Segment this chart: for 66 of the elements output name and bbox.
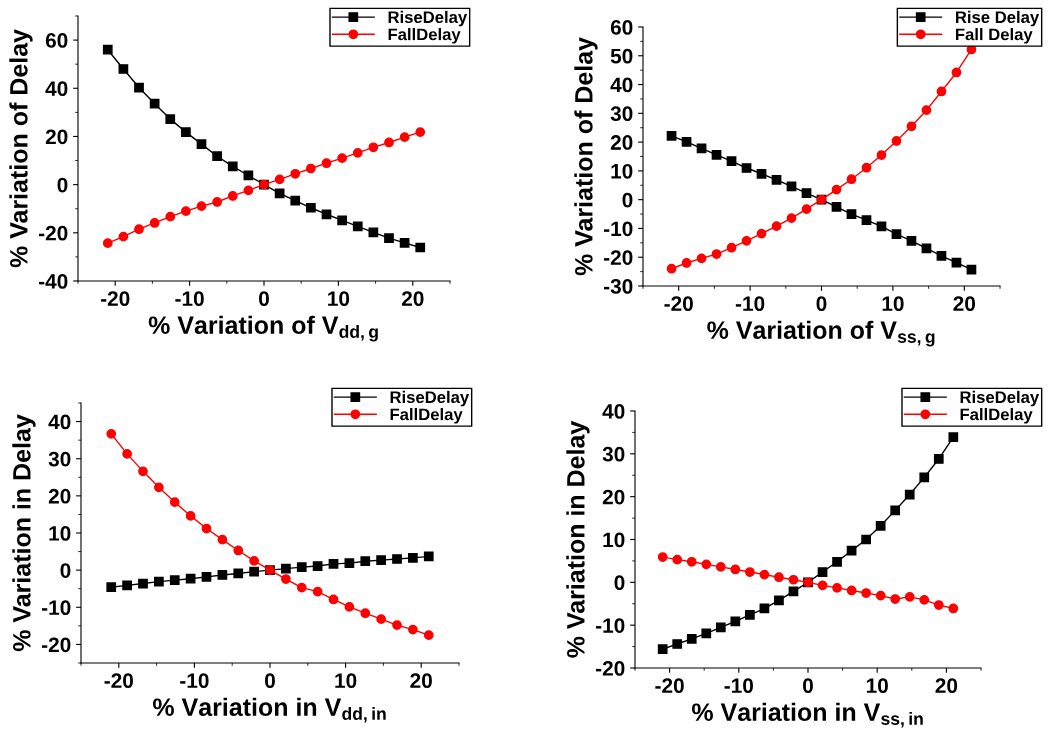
legend-label: FallDelay <box>960 408 1033 424</box>
x-tick-label: 10 <box>335 673 357 689</box>
y-tick-label: 0 <box>60 563 71 578</box>
y-tick-label: 30 <box>48 451 71 467</box>
x-tick-label: 20 <box>935 678 958 694</box>
y-tick-label: 40 <box>610 77 633 93</box>
y-tick-label: 0 <box>622 192 633 208</box>
y-tick-label: 10 <box>611 163 633 179</box>
legend-label: FallDelay <box>388 28 461 44</box>
y-tick-label: -20 <box>603 250 633 265</box>
x-tick-label: 20 <box>401 291 424 307</box>
y-tick-label: 60 <box>45 33 68 48</box>
legend-label: RiseDelay <box>388 10 468 27</box>
x-tick-label: 0 <box>803 678 813 694</box>
y-tick-label: 40 <box>602 404 625 419</box>
y-tick-label: -10 <box>41 600 71 616</box>
legend-label: Fall Delay <box>955 28 1033 44</box>
y-tick-label: 30 <box>610 106 633 122</box>
y-tick-label: 10 <box>603 532 625 548</box>
y-tick-label: -10 <box>603 221 633 237</box>
y-axis-title: % Variation of Delay <box>9 29 33 268</box>
y-tick-label: -20 <box>38 225 68 241</box>
y-tick-label: -40 <box>38 274 68 289</box>
y-tick-label: 10 <box>49 526 71 541</box>
y-tick-label: 20 <box>45 129 68 145</box>
x-tick-label: -20 <box>655 678 684 694</box>
y-axis-title: % Variation of Delay <box>574 37 598 276</box>
x-tick-label: 10 <box>866 678 888 694</box>
x-tick-label: 20 <box>953 296 976 312</box>
x-tick-label: 20 <box>410 673 432 689</box>
y-tick-label: 20 <box>602 489 625 505</box>
x-axis-title: % Variation in V$_{dd,in}$ <box>153 697 386 723</box>
y-tick-label: -30 <box>603 279 633 294</box>
y-tick-label: -20 <box>595 661 625 676</box>
y-tick-label: 40 <box>48 414 71 430</box>
y-tick-label: -20 <box>41 637 71 653</box>
y-tick-label: 0 <box>614 575 625 591</box>
y-tick-label: 60 <box>610 20 633 35</box>
legend-label: FallDelay <box>390 408 463 424</box>
x-tick-label: -20 <box>664 296 693 312</box>
x-tick-label: -20 <box>100 291 130 307</box>
y-axis-title: % Variation in Delay <box>566 420 590 658</box>
x-axis-title: % Variation of V$_{ss,g}$ <box>707 320 935 347</box>
y-tick-label: 50 <box>610 48 633 64</box>
y-tick-label: 0 <box>57 177 68 193</box>
y-tick-label: 20 <box>610 135 633 150</box>
x-tick-label: -10 <box>724 678 753 694</box>
x-tick-label: -10 <box>735 296 765 312</box>
legend-label: RiseDelay <box>960 390 1040 407</box>
y-tick-label: 20 <box>48 488 71 504</box>
x-tick-label: -20 <box>104 673 133 689</box>
y-tick-label: 30 <box>602 446 625 462</box>
legend-label: RiseDelay <box>390 390 470 407</box>
x-axis-title: % Variation of V$_{dd,g}$ <box>148 315 378 342</box>
x-tick-label: 10 <box>882 296 904 312</box>
y-tick-label: 40 <box>45 81 68 97</box>
x-tick-label: 0 <box>265 673 275 689</box>
legend-label: Rise Delay <box>955 10 1040 27</box>
x-tick-label: 0 <box>816 296 827 312</box>
y-axis-title: % Variation in Delay <box>12 414 36 652</box>
x-axis-title: % Variation in V$_{ss,in}$ <box>692 702 923 728</box>
x-tick-label: -10 <box>175 291 204 307</box>
x-tick-label: 0 <box>259 291 269 307</box>
x-tick-label: 10 <box>328 291 350 307</box>
x-tick-label: -10 <box>180 673 209 689</box>
y-tick-label: -10 <box>595 618 625 633</box>
